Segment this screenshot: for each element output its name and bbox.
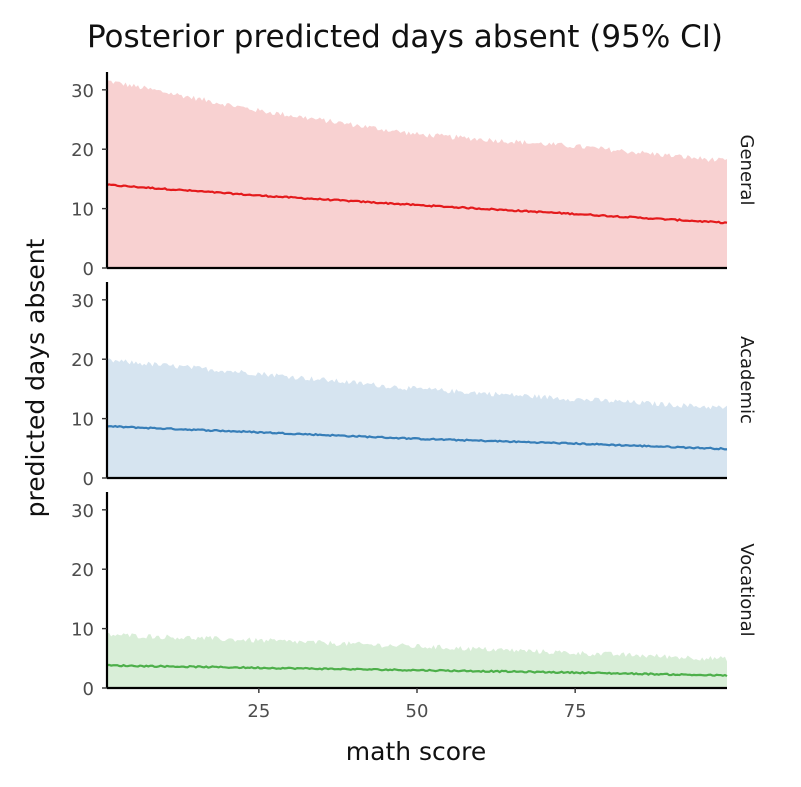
median-line-academic (106, 424, 728, 451)
y-tick-label: 10 (71, 620, 94, 641)
median-line-vocational (106, 663, 728, 678)
y-tick-label: 30 (71, 291, 94, 312)
y-tick-label: 30 (71, 501, 94, 522)
y-axis-title: predicted days absent (21, 238, 50, 517)
y-tick-label: 0 (83, 259, 94, 280)
facet-panels: 0 10 20 30 General 0 10 20 30 Academic 0 10 20 30 Voca… (71, 72, 757, 722)
y-tick-label: 0 (83, 679, 94, 700)
facet-general: 0 10 20 30 General (71, 72, 757, 280)
x-tick-label: 75 (564, 701, 587, 722)
y-tick-label: 10 (71, 410, 94, 431)
facet-academic: 0 10 20 30 Academic (71, 282, 757, 490)
facet-strip-label: Vocational (736, 543, 757, 636)
y-tick-label: 20 (71, 560, 94, 581)
facet-strip-label: Academic (736, 336, 757, 424)
ci-band-vocational (107, 632, 727, 688)
x-tick-label: 25 (247, 701, 270, 722)
ci-band-general (107, 80, 727, 268)
facet-vocational: 0 10 20 30 Vocational 25 50 75 (71, 492, 757, 722)
y-tick-label: 0 (83, 469, 94, 490)
chart-title: Posterior predicted days absent (95% CI) (87, 19, 723, 55)
facet-strip-label: General (736, 135, 757, 206)
y-tick-label: 10 (71, 200, 94, 221)
median-line-general (106, 183, 728, 225)
y-tick-label: 20 (71, 350, 94, 371)
ci-band-academic (107, 358, 727, 478)
x-axis-title: math score (346, 737, 486, 766)
y-tick-label: 20 (71, 140, 94, 161)
y-tick-label: 30 (71, 81, 94, 102)
x-tick-label: 50 (406, 701, 429, 722)
